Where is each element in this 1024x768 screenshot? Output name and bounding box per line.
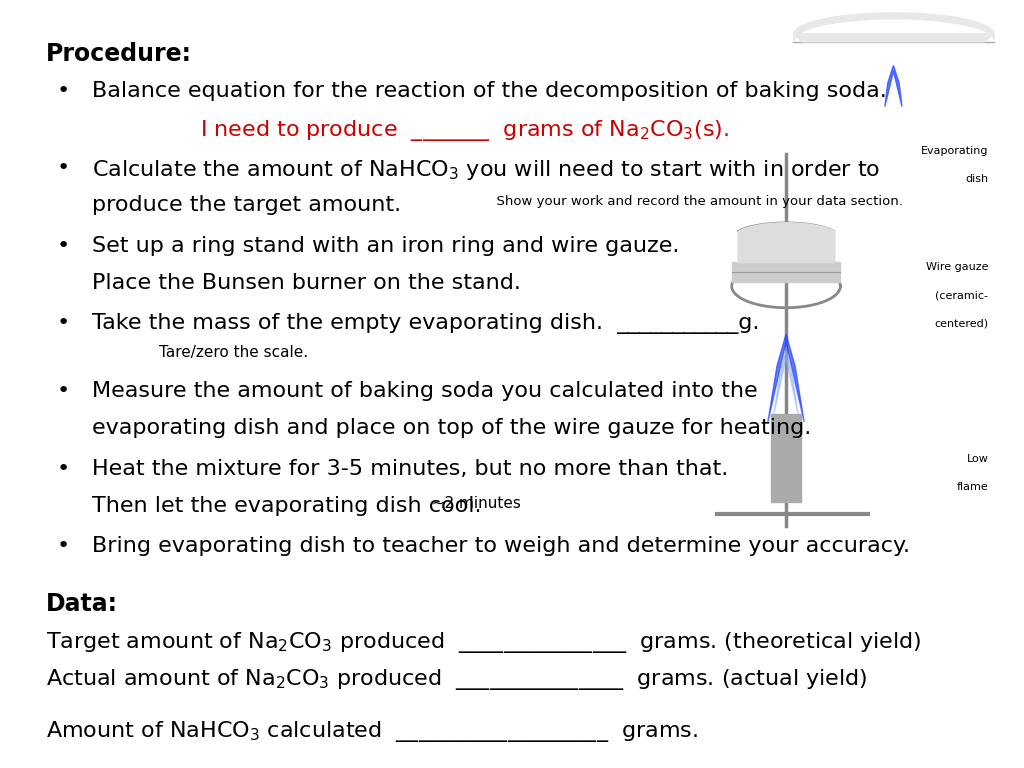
Polygon shape: [885, 65, 902, 107]
Text: Wire gauze: Wire gauze: [926, 262, 988, 272]
Text: •: •: [56, 236, 70, 256]
Text: Then let the evaporating dish cool.: Then let the evaporating dish cool.: [92, 495, 481, 515]
Text: •: •: [56, 313, 70, 333]
Text: Show your work and record the amount in your data section.: Show your work and record the amount in …: [488, 195, 903, 208]
Text: centered): centered): [934, 318, 988, 328]
Text: evaporating dish and place on top of the wire gauze for heating.: evaporating dish and place on top of the…: [92, 419, 811, 439]
Text: Procedure:: Procedure:: [46, 42, 193, 66]
Text: Amount of $\mathregular{NaHCO_3}$ calculated  ___________________  grams.: Amount of $\mathregular{NaHCO_3}$ calcul…: [46, 719, 698, 743]
Polygon shape: [774, 350, 798, 414]
Text: •: •: [56, 158, 70, 178]
Text: Evaporating: Evaporating: [921, 147, 988, 157]
Text: I need to produce  _______  grams of $\mathregular{Na_2CO_3}$(s).: I need to produce _______ grams of $\mat…: [200, 118, 729, 143]
Text: Actual amount of $\mathregular{Na_2CO_3}$ produced  _______________  grams. (act: Actual amount of $\mathregular{Na_2CO_3}…: [46, 667, 867, 692]
Text: •: •: [56, 536, 70, 556]
Text: dish: dish: [966, 174, 988, 184]
Polygon shape: [731, 262, 841, 282]
Text: produce the target amount.: produce the target amount.: [92, 195, 401, 215]
Text: •: •: [56, 458, 70, 478]
Text: Low: Low: [967, 454, 988, 464]
Text: Set up a ring stand with an iron ring and wire gauze.: Set up a ring stand with an iron ring an…: [92, 236, 680, 256]
Text: •: •: [56, 81, 70, 101]
Text: ~2 minutes: ~2 minutes: [422, 495, 521, 511]
Text: Target amount of $\mathregular{Na_2CO_3}$ produced  _______________  grams. (the: Target amount of $\mathregular{Na_2CO_3}…: [46, 631, 922, 655]
Text: (ceramic-: (ceramic-: [935, 290, 988, 300]
Text: Balance equation for the reaction of the decomposition of baking soda.: Balance equation for the reaction of the…: [92, 81, 887, 101]
Text: Calculate the amount of $\mathregular{NaHCO_3}$ you will need to start with in o: Calculate the amount of $\mathregular{Na…: [92, 158, 881, 182]
Text: Take the mass of the empty evaporating dish.  ___________g.: Take the mass of the empty evaporating d…: [92, 313, 760, 334]
Text: Bring evaporating dish to teacher to weigh and determine your accuracy.: Bring evaporating dish to teacher to wei…: [92, 536, 910, 556]
Text: •: •: [56, 382, 70, 402]
Text: Data:: Data:: [46, 591, 118, 615]
Text: Heat the mixture for 3-5 minutes, but no more than that.: Heat the mixture for 3-5 minutes, but no…: [92, 458, 728, 478]
Polygon shape: [794, 34, 993, 41]
Text: Measure the amount of baking soda you calculated into the: Measure the amount of baking soda you ca…: [92, 382, 758, 402]
Polygon shape: [771, 414, 801, 502]
Text: Tare/zero the scale.: Tare/zero the scale.: [159, 345, 308, 359]
Text: Place the Bunsen burner on the stand.: Place the Bunsen burner on the stand.: [92, 273, 521, 293]
Text: flame: flame: [956, 482, 988, 492]
Polygon shape: [768, 334, 804, 422]
